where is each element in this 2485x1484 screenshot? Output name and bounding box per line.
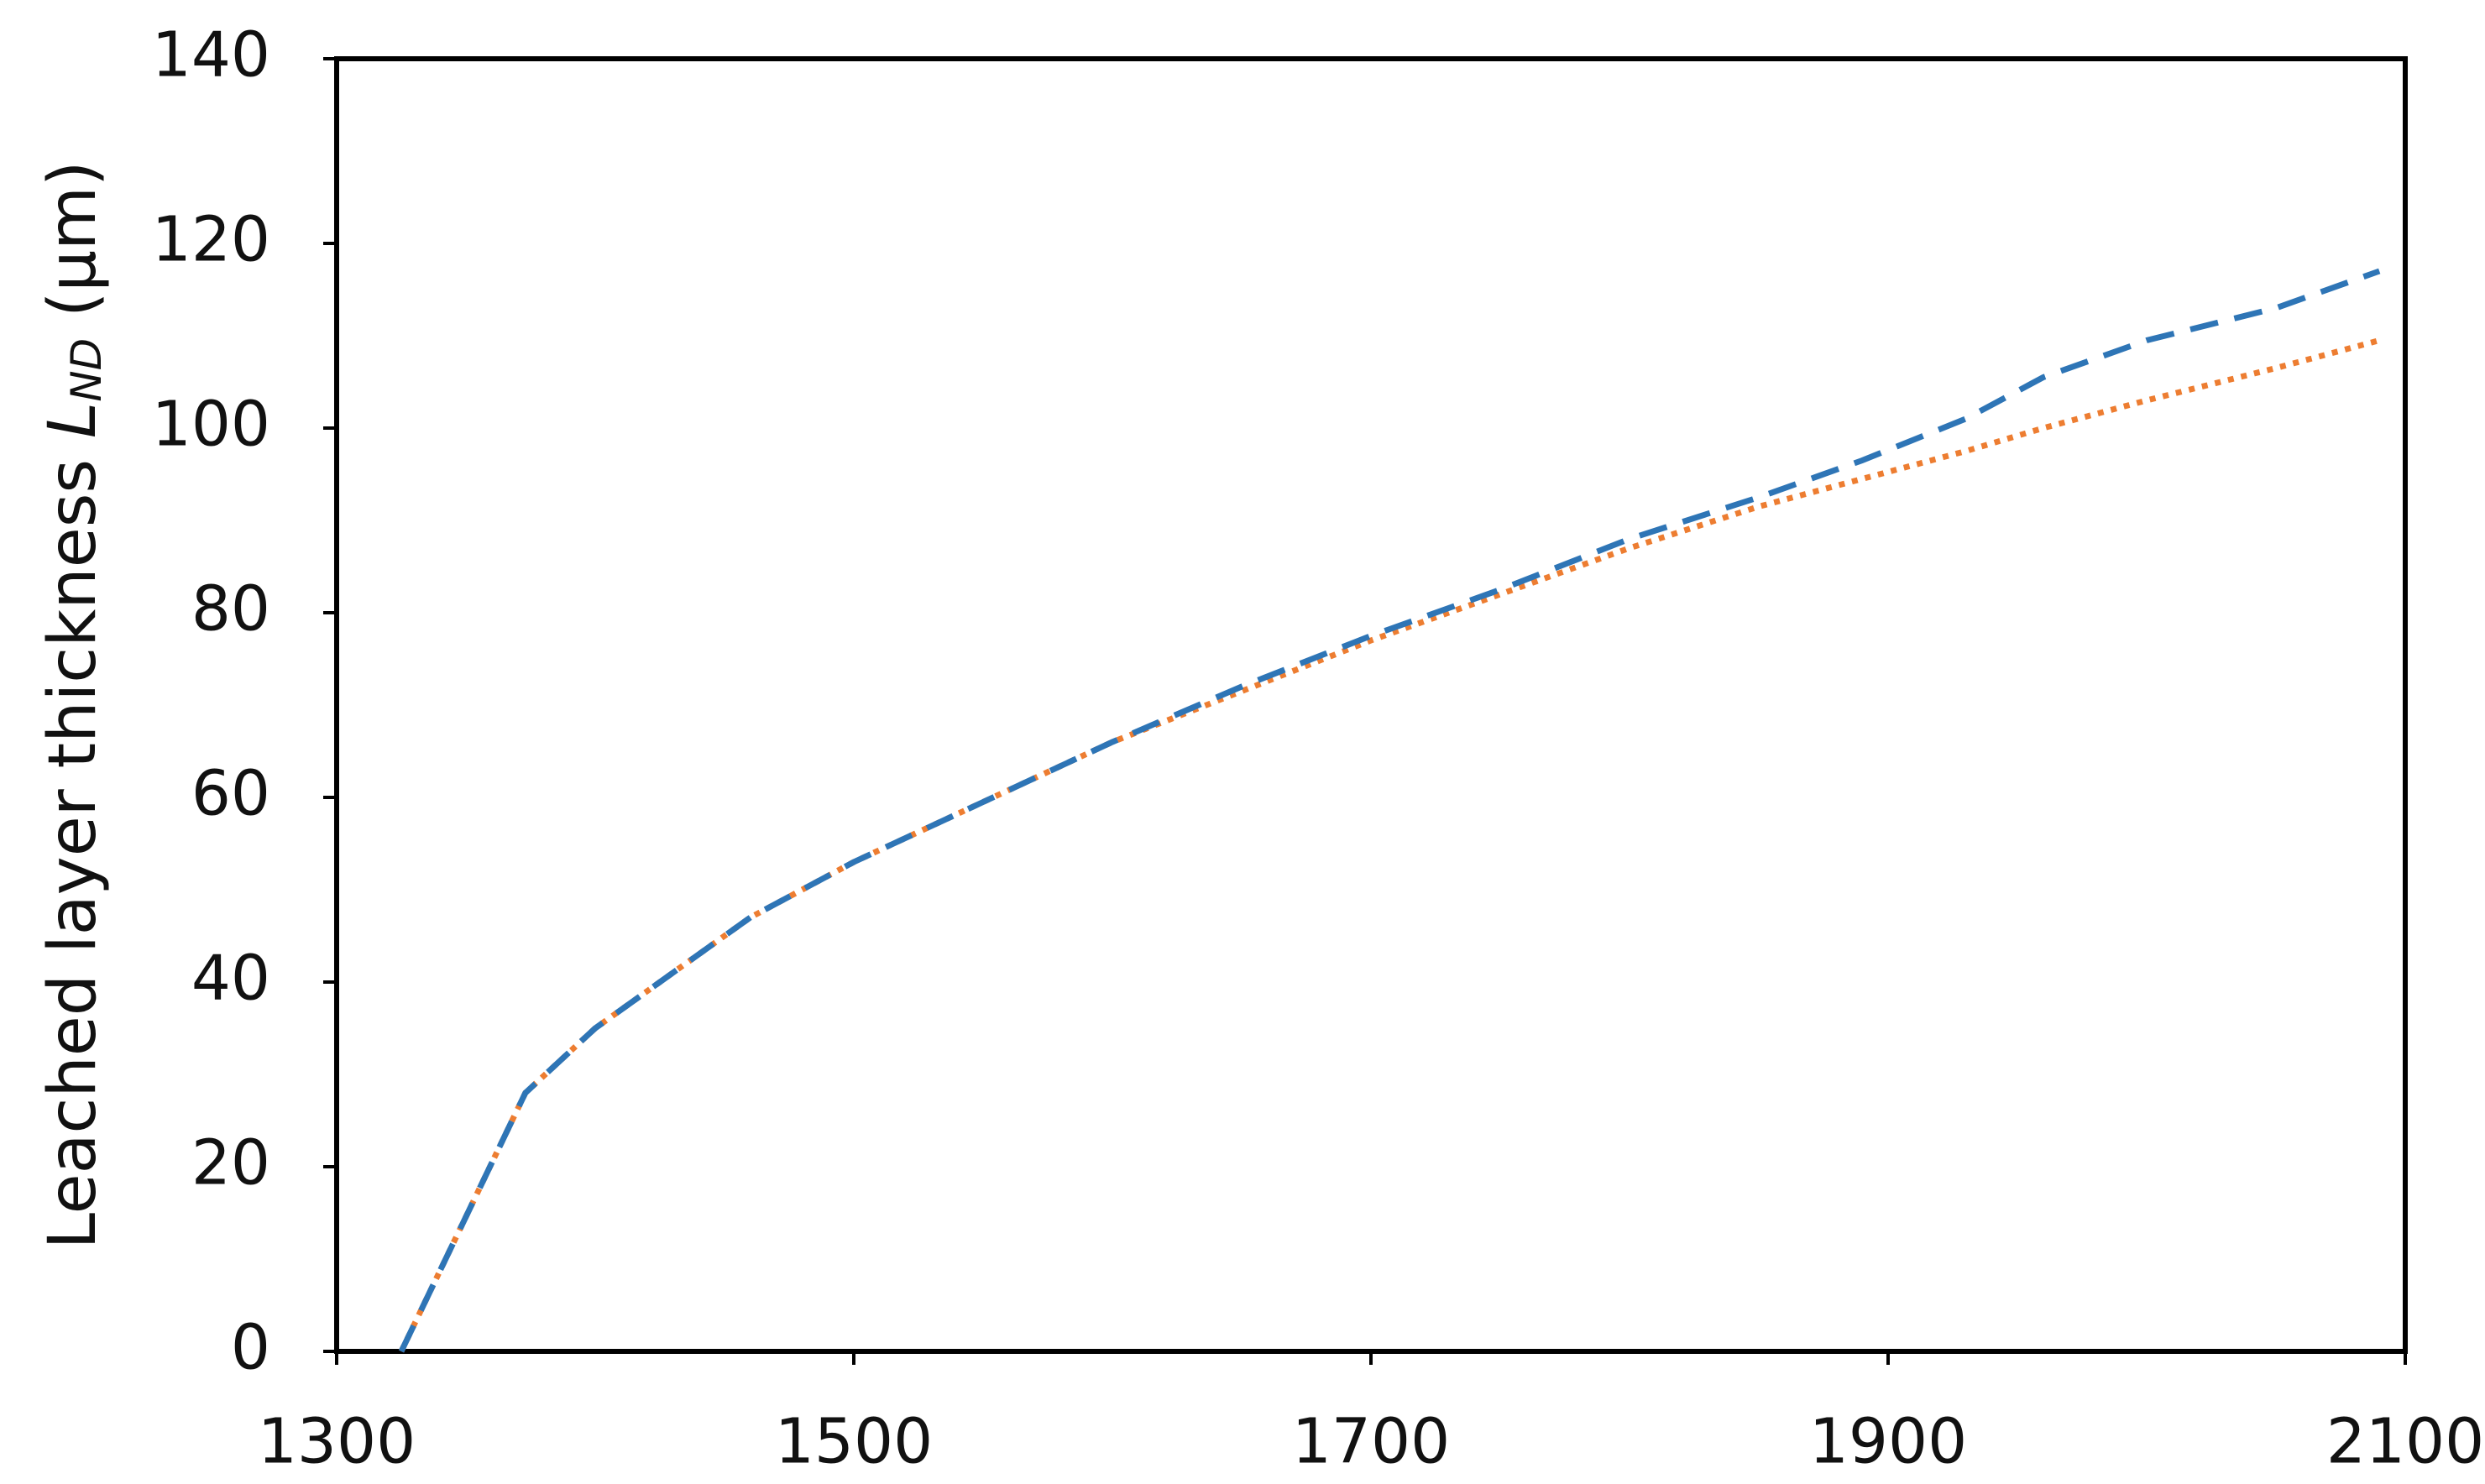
- y-tick-label: 80: [191, 573, 270, 645]
- y-label-subscript: ND: [62, 338, 111, 402]
- y-tick-label: 140: [152, 19, 270, 91]
- y-tick-label: 40: [191, 943, 270, 1015]
- y-tick-label: 120: [152, 204, 270, 276]
- y-tick-label: 100: [152, 389, 270, 461]
- plot-frame: [334, 56, 2408, 1354]
- data-line: [398, 337, 2381, 1353]
- y-label-unit: (μm): [35, 161, 111, 338]
- data-line: [398, 268, 2381, 1353]
- y-tick-label: 20: [191, 1127, 270, 1199]
- x-tick-label: 2100: [2326, 1406, 2484, 1478]
- y-label-symbol: L: [35, 402, 111, 438]
- y-tick-label: 60: [191, 758, 270, 830]
- x-tick-label: 1300: [258, 1406, 416, 1478]
- x-tick-label: 1700: [1292, 1406, 1450, 1478]
- y-label-text: Leached layer thickness: [35, 438, 111, 1249]
- y-tick-label: 0: [231, 1312, 270, 1384]
- y-axis-label: Leached layer thickness LND (μm): [35, 161, 111, 1250]
- x-tick-label: 1900: [1809, 1406, 1967, 1478]
- x-tick-label: 1500: [775, 1406, 933, 1478]
